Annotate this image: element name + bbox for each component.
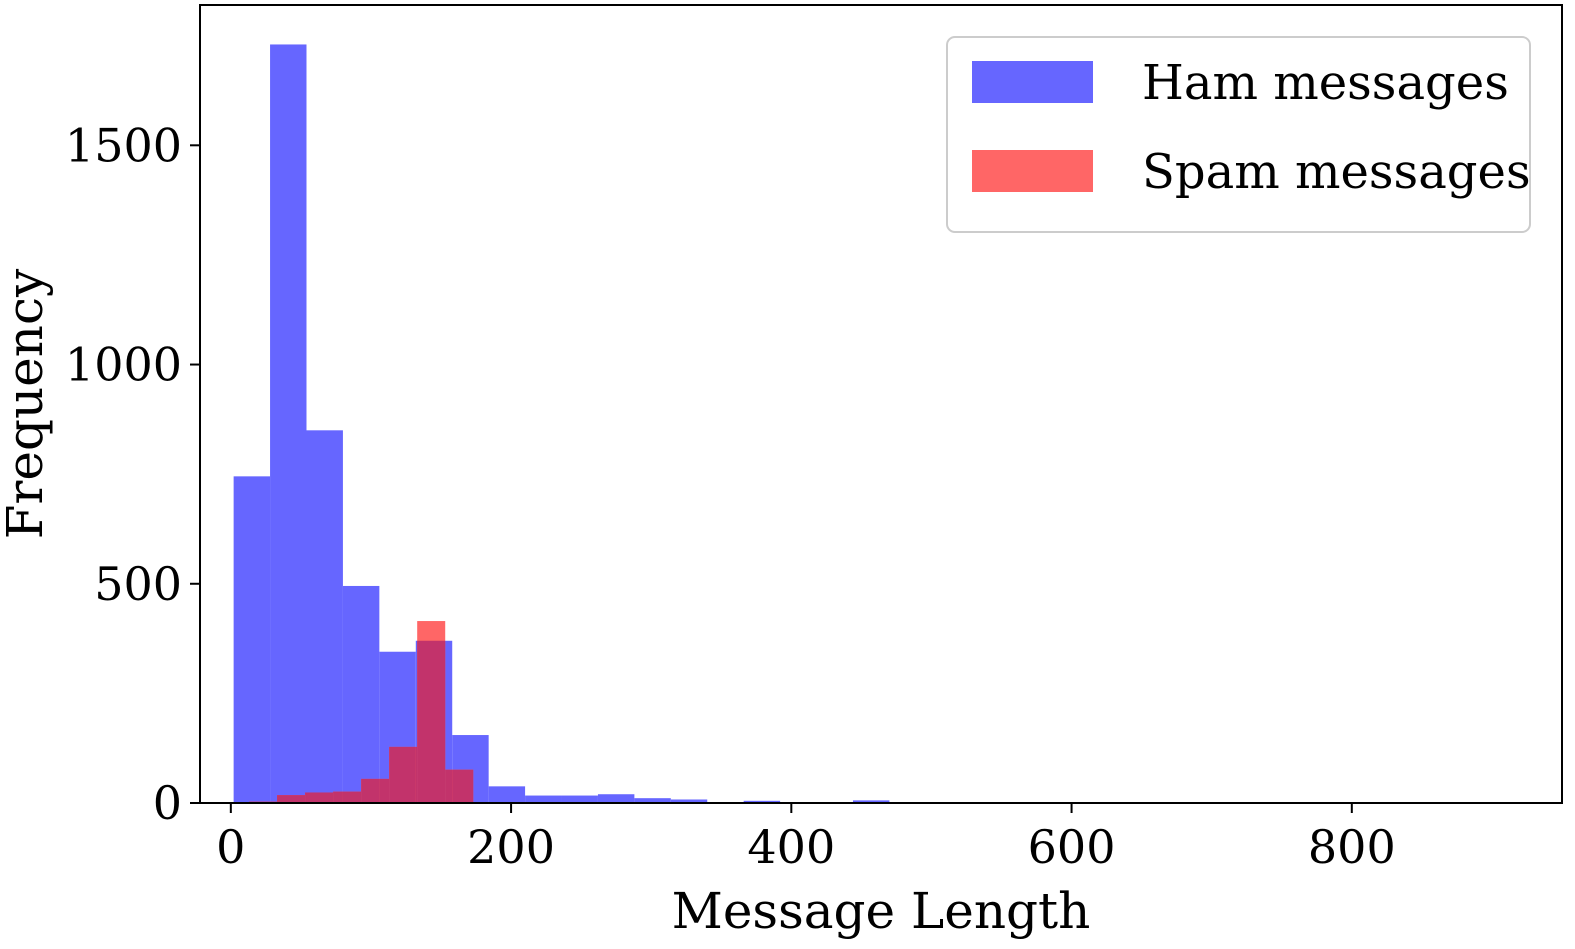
overlap-bar-5	[389, 746, 416, 803]
ham-bar-10	[597, 794, 635, 803]
overlap-bar-3	[333, 791, 343, 803]
ham-bar-11	[634, 798, 671, 803]
x-tick-label-600: 600	[1028, 820, 1116, 874]
y-tick-label-1500: 1500	[65, 118, 182, 172]
y-axis: 0 500 1000 1500	[65, 118, 200, 830]
ham-bar-8	[525, 795, 562, 803]
x-tick-label-400: 400	[747, 820, 835, 874]
ham-bar-3	[342, 585, 380, 803]
legend-label-spam: Spam messages	[1142, 144, 1531, 200]
x-tick-label-200: 200	[467, 820, 555, 874]
ham-bar-1	[270, 44, 307, 803]
legend: Ham messages Spam messages	[946, 36, 1531, 233]
y-tick-label-500: 500	[94, 557, 182, 611]
overlap-bar-3	[342, 791, 362, 803]
overlap-bar-5	[415, 746, 418, 803]
x-tick-label-0: 0	[216, 820, 245, 874]
legend-swatch-ham	[972, 61, 1093, 103]
overlap-bar-6	[417, 640, 446, 803]
y-tick-label-1000: 1000	[65, 338, 182, 392]
overlap-layer	[249, 640, 474, 803]
legend-swatch-spam	[972, 150, 1093, 192]
ham-bar-17	[852, 800, 890, 803]
ham-bar-12	[670, 799, 708, 803]
overlap-bar-2	[305, 792, 307, 803]
x-axis-title: Message Length	[672, 882, 1091, 940]
overlap-bar-7	[445, 769, 453, 803]
ham-bar-9	[561, 795, 598, 803]
overlap-bar-4	[361, 778, 380, 803]
legend-label-ham: Ham messages	[1142, 55, 1509, 111]
x-tick-label-800: 800	[1308, 820, 1396, 874]
ham-bar-0	[233, 476, 271, 803]
ham-bar-14	[743, 800, 781, 803]
ham-bar-7	[488, 786, 526, 803]
x-axis: 0 200 400 600 800	[216, 803, 1396, 874]
y-axis-title: Frequency	[0, 268, 54, 539]
axes-frame	[199, 4, 1563, 804]
overlap-bar-4	[379, 778, 390, 803]
bars-layer	[233, 44, 926, 803]
y-tick-label-0: 0	[153, 776, 182, 830]
ham-bar-2	[306, 430, 343, 803]
overlap-bar-1	[277, 795, 306, 803]
overlap-bar-2	[306, 792, 334, 803]
overlap-bar-7	[452, 769, 474, 803]
